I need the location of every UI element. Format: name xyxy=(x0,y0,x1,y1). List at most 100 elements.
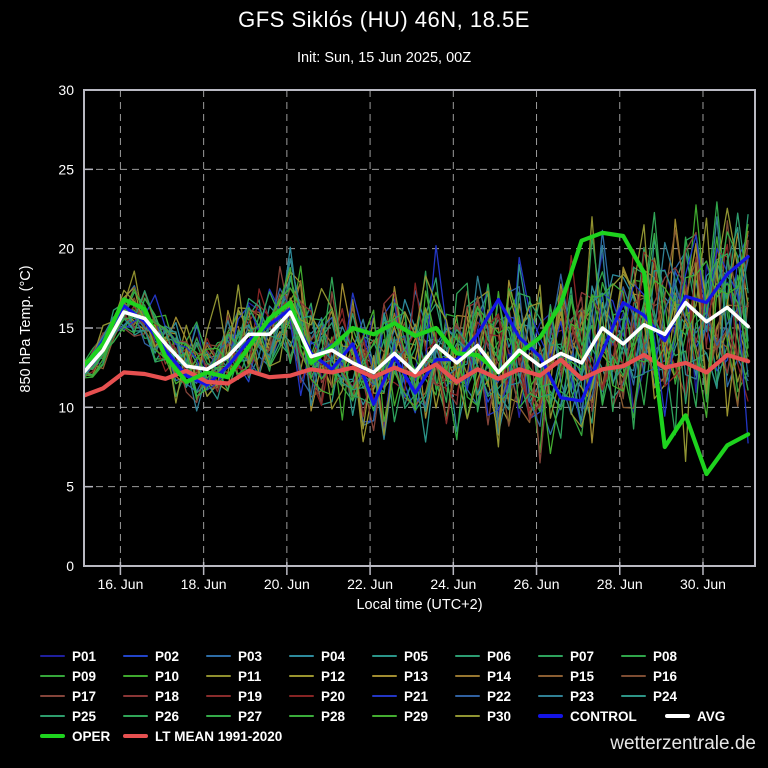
legend-swatch xyxy=(40,675,65,677)
y-tick-label: 30 xyxy=(58,82,74,98)
legend-item-p28: P28 xyxy=(289,709,372,724)
legend-item-control: CONTROL xyxy=(538,709,665,724)
legend-label: P03 xyxy=(238,648,263,664)
legend-item-p04: P04 xyxy=(289,649,372,664)
legend-label: P02 xyxy=(155,648,180,664)
member-line-p22 xyxy=(84,259,749,427)
legend-swatch xyxy=(621,675,646,677)
legend-swatch xyxy=(538,655,563,657)
x-tick-label: 22. Jun xyxy=(347,576,393,592)
legend-item-p25: P25 xyxy=(40,709,123,724)
legend-label: P08 xyxy=(653,648,678,664)
legend-item-p12: P12 xyxy=(289,669,372,684)
legend-label: P11 xyxy=(238,668,262,684)
legend-item-p21: P21 xyxy=(372,689,455,704)
member-line-p08 xyxy=(84,201,749,413)
legend-label: P17 xyxy=(72,688,97,704)
legend-item-p11: P11 xyxy=(206,669,289,684)
legend-label: AVG xyxy=(697,708,726,724)
y-tick-label: 10 xyxy=(58,399,74,415)
legend-swatch xyxy=(372,655,397,657)
y-tick-label: 20 xyxy=(58,241,74,257)
member-line-p29 xyxy=(84,223,749,455)
chart-subtitle: Init: Sun, 15 Jun 2025, 00Z xyxy=(296,50,472,66)
chart-title: GFS Siklós (HU) 46N, 18.5E xyxy=(238,7,530,32)
legend-label: P22 xyxy=(487,688,512,704)
legend-swatch xyxy=(455,675,480,677)
y-tick-label: 15 xyxy=(58,320,74,336)
legend-label: P14 xyxy=(487,668,512,684)
member-line-p23 xyxy=(84,216,749,441)
legend-item-p09: P09 xyxy=(40,669,123,684)
y-tick-label: 25 xyxy=(58,161,74,177)
member-line-p21 xyxy=(84,234,749,444)
legend-item-p26: P26 xyxy=(123,709,206,724)
legend-swatch xyxy=(372,695,397,697)
x-tick-label: 26. Jun xyxy=(514,576,560,592)
legend-label: P09 xyxy=(72,668,97,684)
x-tick-label: 18. Jun xyxy=(181,576,227,592)
legend-item-p29: P29 xyxy=(372,709,455,724)
legend-swatch xyxy=(123,715,148,717)
legend-swatch xyxy=(123,695,148,697)
watermark: wetterzentrale.de xyxy=(610,733,756,754)
legend-swatch xyxy=(455,695,480,697)
legend-item-p24: P24 xyxy=(621,689,704,704)
legend-label: LT MEAN 1991-2020 xyxy=(155,728,283,744)
legend-label: P20 xyxy=(321,688,346,704)
legend-label: P05 xyxy=(404,648,429,664)
legend-item-avg: AVG xyxy=(665,709,748,724)
ensemble-member-lines xyxy=(84,201,749,464)
x-tick-label: 28. Jun xyxy=(597,576,643,592)
legend-item-p06: P06 xyxy=(455,649,538,664)
legend-item-p15: P15 xyxy=(538,669,621,684)
legend-label: P18 xyxy=(155,688,180,704)
legend-label: P28 xyxy=(321,708,346,724)
legend-item-p10: P10 xyxy=(123,669,206,684)
legend-item-p22: P22 xyxy=(455,689,538,704)
legend-swatch xyxy=(538,714,563,718)
member-line-p17 xyxy=(84,231,749,464)
y-tick-label: 0 xyxy=(66,558,74,574)
tick-labels: 0 5 10 15 20 25 30 16. Jun 18. Jun 20. Jun 22. Jun… xyxy=(58,82,726,592)
y-axis-label: 850 hPa Temp. (°C) xyxy=(18,265,34,393)
legend-swatch xyxy=(455,655,480,657)
legend-item-p14: P14 xyxy=(455,669,538,684)
legend-label: P21 xyxy=(404,688,429,704)
y-tick-label: 5 xyxy=(66,479,74,495)
legend-item-oper: OPER xyxy=(40,729,123,744)
legend-item-p19: P19 xyxy=(206,689,289,704)
legend-swatch xyxy=(289,675,314,677)
x-axis-label: Local time (UTC+2) xyxy=(356,597,483,613)
legend-swatch xyxy=(289,715,314,717)
legend-item-p17: P17 xyxy=(40,689,123,704)
legend-swatch xyxy=(206,715,231,717)
legend-swatch xyxy=(665,714,690,718)
series-line-oper xyxy=(84,230,751,477)
legend: P01 P02 P03 P04 P05 P06 P07 P08 P09 P10 P11 P12 P13 P… xyxy=(40,646,760,746)
legend-item-p20: P20 xyxy=(289,689,372,704)
legend-label: P30 xyxy=(487,708,512,724)
legend-swatch xyxy=(123,655,148,657)
legend-label: OPER xyxy=(72,728,111,744)
legend-item-p23: P23 xyxy=(538,689,621,704)
legend-swatch xyxy=(123,675,148,677)
legend-swatch xyxy=(206,675,231,677)
legend-item-p05: P05 xyxy=(372,649,455,664)
legend-swatch xyxy=(621,655,646,657)
legend-swatch xyxy=(40,715,65,717)
legend-swatch xyxy=(538,675,563,677)
legend-swatch xyxy=(372,675,397,677)
legend-swatch xyxy=(40,734,65,738)
legend-label: CONTROL xyxy=(570,708,637,724)
legend-swatch xyxy=(538,695,563,697)
legend-item-p08: P08 xyxy=(621,649,704,664)
legend-label: P26 xyxy=(155,708,180,724)
legend-item-p27: P27 xyxy=(206,709,289,724)
series-line-avg xyxy=(84,300,750,375)
legend-swatch xyxy=(40,655,65,657)
main-series-lines xyxy=(84,230,751,477)
legend-item-lt-mean-1991-2020: LT MEAN 1991-2020 xyxy=(123,729,403,744)
legend-label: P25 xyxy=(72,708,97,724)
